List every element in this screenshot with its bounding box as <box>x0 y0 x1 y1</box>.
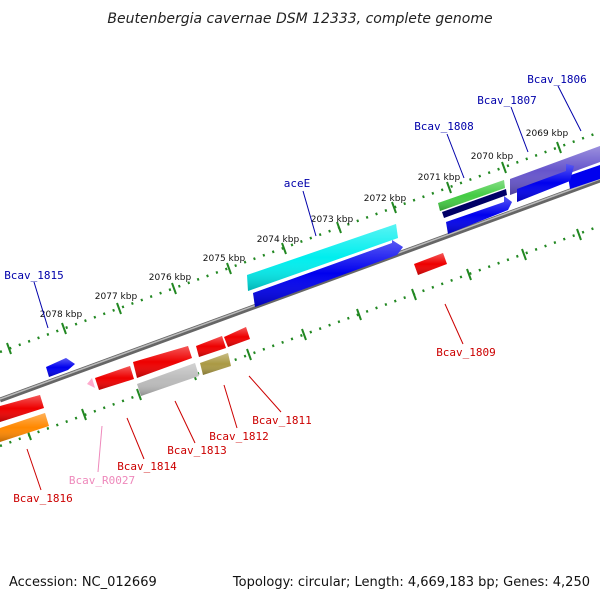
gene-bcav-1816-red[interactable] <box>0 395 44 422</box>
gene-label-bcav-1813[interactable]: Bcav_1813 <box>167 444 227 457</box>
gene-bcav-1811[interactable] <box>224 327 250 347</box>
gene-bcav-1808-green[interactable] <box>438 180 505 211</box>
lower-tick-track <box>0 224 600 448</box>
ruler-label: 2070 kbp <box>471 152 514 162</box>
gene-labels: Bcav_1806 Bcav_1807 Bcav_1808 aceE Bcav_… <box>4 73 587 505</box>
ruler-label: 2076 kbp <box>149 273 192 283</box>
ruler-label: 2077 kbp <box>95 292 138 302</box>
gene-bcav-1809[interactable] <box>414 253 447 275</box>
gene-bcav-1806[interactable] <box>510 146 600 195</box>
forward-genes <box>46 146 600 377</box>
gene-label-bcav-1809[interactable]: Bcav_1809 <box>436 346 496 359</box>
gene-bcav-1815[interactable] <box>46 358 75 377</box>
gene-label-bcav-1815[interactable]: Bcav_1815 <box>4 269 64 282</box>
reverse-genes <box>0 253 447 442</box>
gene-label-bcav-1806[interactable]: Bcav_1806 <box>527 73 587 86</box>
ruler-label: 2078 kbp <box>40 310 83 320</box>
gene-label-acee[interactable]: aceE <box>284 177 311 190</box>
gene-label-bcav-1812[interactable]: Bcav_1812 <box>209 430 269 443</box>
gene-acee[interactable] <box>247 224 398 291</box>
gene-label-bcav-r0027[interactable]: Bcav_R0027 <box>69 474 135 487</box>
gene-bcav-1816[interactable] <box>0 413 49 442</box>
gene-bcav-1811b[interactable] <box>196 336 226 357</box>
ruler-label: 2071 kbp <box>418 173 461 183</box>
topology-summary: Topology: circular; Length: 4,669,183 bp… <box>232 575 590 590</box>
gene-acee-partner[interactable] <box>253 240 403 307</box>
upper-tick-track <box>0 130 600 355</box>
ruler-label: 2069 kbp <box>526 129 569 139</box>
ruler-label: 2073 kbp <box>311 215 354 225</box>
ruler-label: 2074 kbp <box>257 235 300 245</box>
ruler-label: 2072 kbp <box>364 194 407 204</box>
callout-lines <box>26 85 582 491</box>
ruler-label: 2075 kbp <box>203 254 246 264</box>
gene-bcav-1813[interactable] <box>137 363 199 396</box>
gene-bcav-1814[interactable] <box>95 366 134 390</box>
accession-text: Accession: NC_012669 <box>9 575 157 590</box>
gene-bcav-1808-blue[interactable] <box>446 196 512 234</box>
gene-bcav-1813-red[interactable] <box>133 346 192 378</box>
gene-label-bcav-1816[interactable]: Bcav_1816 <box>13 492 73 505</box>
gene-label-bcav-1807[interactable]: Bcav_1807 <box>477 94 537 107</box>
gene-label-bcav-1814[interactable]: Bcav_1814 <box>117 460 177 473</box>
gene-bcav-1807[interactable] <box>517 164 600 202</box>
gene-bcav-1812[interactable] <box>200 353 231 375</box>
map-title: Beutenbergia cavernae DSM 12333, complet… <box>107 11 492 27</box>
gene-bcav-1808-navy[interactable] <box>442 189 507 218</box>
ruler-labels: 2069 kbp 2070 kbp 2071 kbp 2072 kbp 2073… <box>40 129 569 320</box>
gene-label-bcav-1808[interactable]: Bcav_1808 <box>414 120 474 133</box>
gene-bcav-r0027[interactable] <box>87 378 95 388</box>
gene-label-bcav-1811[interactable]: Bcav_1811 <box>252 414 312 427</box>
